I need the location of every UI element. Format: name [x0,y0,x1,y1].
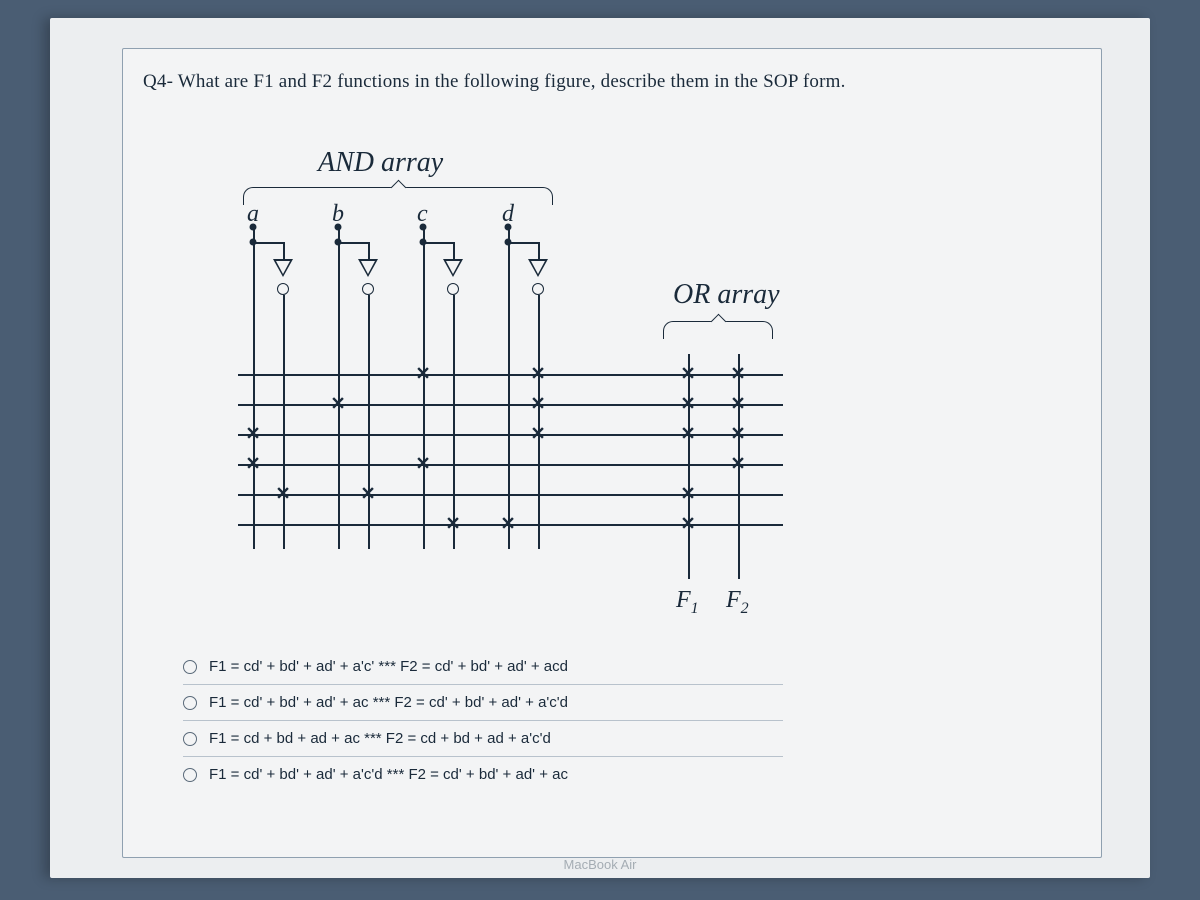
paper-sheet: Q4- What are F1 and F2 functions in the … [50,18,1150,878]
or-connection: ✕ [730,424,745,445]
or-brace [663,321,773,339]
option-text: F1 = cd + bd + ad + ac *** F2 = cd + bd … [209,730,551,747]
and-connection: ✕ [415,454,430,475]
comp-line [453,295,455,549]
or-connection: ✕ [680,364,695,385]
option-text: F1 = cd' + bd' + ad' + a'c' *** F2 = cd'… [209,658,568,675]
comp-line [538,295,540,549]
and-connection: ✕ [530,394,545,415]
comp-line [538,242,540,259]
or-connection: ✕ [730,364,745,385]
and-connection: ✕ [245,454,260,475]
or-connection: ✕ [680,424,695,445]
radio-icon[interactable] [183,768,197,782]
option-text: F1 = cd' + bd' + ad' + a'c'd *** F2 = cd… [209,766,568,783]
junction-dot [250,224,257,231]
product-row [238,434,783,436]
comp-line [368,242,370,259]
radio-icon[interactable] [183,660,197,674]
question-text: Q4- What are F1 and F2 functions in the … [143,71,846,93]
product-row [238,374,783,376]
comp-line [283,295,285,549]
or-connection: ✕ [680,514,695,535]
output-label-f1: F1 [676,587,699,618]
branch-line [423,242,453,244]
product-row [238,464,783,466]
and-connection: ✕ [530,424,545,445]
inverter-bubble [362,283,374,295]
input-line [338,224,340,549]
input-line [508,224,510,549]
comp-line [368,295,370,549]
answer-option[interactable]: F1 = cd' + bd' + ad' + a'c'd *** F2 = cd… [183,757,783,792]
junction-dot [505,224,512,231]
and-connection: ✕ [415,364,430,385]
and-connection: ✕ [500,514,515,535]
or-array-label: OR array [673,279,780,311]
comp-line [283,242,285,259]
inverter-bubble [532,283,544,295]
inverter-bubble [277,283,289,295]
branch-line [508,242,538,244]
and-connection: ✕ [275,484,290,505]
product-row [238,404,783,406]
answer-option[interactable]: F1 = cd' + bd' + ad' + a'c' *** F2 = cd'… [183,649,783,685]
inverter-icon [358,259,378,277]
radio-icon[interactable] [183,732,197,746]
output-line [688,354,690,579]
and-array-label: AND array [318,147,443,179]
inverter-bubble [447,283,459,295]
inverter-icon [528,259,548,277]
and-connection: ✕ [445,514,460,535]
pla-diagram: AND arrayOR arrayabcdF1F2✕✕✕✕✕✕✕✕✕✕✕✕✕✕✕… [193,139,833,609]
and-connection: ✕ [245,424,260,445]
inverter-icon [273,259,293,277]
answer-option[interactable]: F1 = cd + bd + ad + ac *** F2 = cd + bd … [183,721,783,757]
and-connection: ✕ [360,484,375,505]
output-label-f2: F2 [726,587,749,618]
or-connection: ✕ [730,394,745,415]
option-text: F1 = cd' + bd' + ad' + ac *** F2 = cd' +… [209,694,568,711]
answer-options: F1 = cd' + bd' + ad' + a'c' *** F2 = cd'… [183,649,783,792]
radio-icon[interactable] [183,696,197,710]
branch-line [338,242,368,244]
or-connection: ✕ [680,484,695,505]
input-line [423,224,425,549]
comp-line [453,242,455,259]
or-connection: ✕ [680,394,695,415]
question-card: Q4- What are F1 and F2 functions in the … [122,48,1102,858]
input-line [253,224,255,549]
junction-dot [420,224,427,231]
and-connection: ✕ [530,364,545,385]
junction-dot [335,224,342,231]
inverter-icon [443,259,463,277]
branch-line [253,242,283,244]
and-connection: ✕ [330,394,345,415]
answer-option[interactable]: F1 = cd' + bd' + ad' + ac *** F2 = cd' +… [183,685,783,721]
or-connection: ✕ [730,454,745,475]
device-label: MacBook Air [564,857,637,872]
product-row [238,494,783,496]
